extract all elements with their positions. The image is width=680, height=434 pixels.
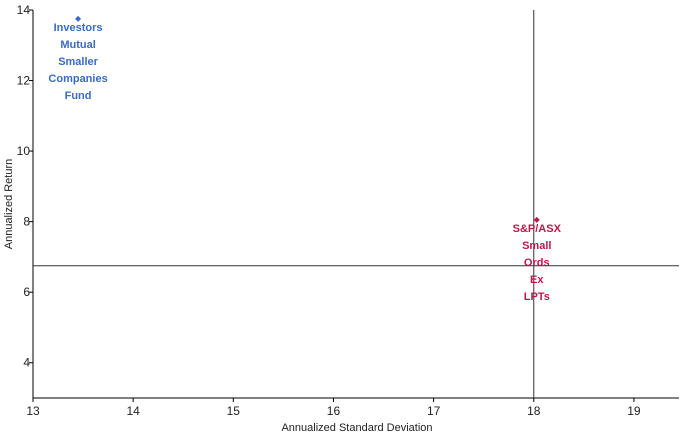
x-axis-title: Annualized Standard Deviation [281, 422, 432, 434]
data-point-label: Investors [54, 22, 103, 34]
reference-lines [33, 10, 679, 398]
data-point-marker [75, 15, 82, 22]
y-axis-title: Annualized Return [3, 159, 15, 250]
x-tick-label: 13 [26, 404, 40, 418]
data-point-label: Fund [65, 90, 92, 102]
y-tick-label: 12 [17, 74, 31, 88]
x-tick-label: 16 [327, 404, 341, 418]
data-point-group: Investors Mutual Smaller Companies Fund [48, 15, 108, 102]
x-tick-label: 18 [527, 404, 541, 418]
plot-area [32, 10, 679, 399]
data-point-label: Small [522, 240, 551, 252]
data-point-label: Ords [524, 257, 550, 269]
data-point-label: LPTs [524, 291, 550, 303]
x-tick-label: 14 [126, 404, 140, 418]
y-tick-label: 10 [17, 144, 31, 158]
axis-ticks: 13 14 15 16 17 18 19 4 6 8 10 12 14 [17, 3, 641, 418]
data-point-group: S&P/ASX Small Ords Ex LPTs [513, 216, 562, 303]
data-point-label: Companies [48, 73, 107, 85]
y-tick-label: 4 [23, 356, 30, 370]
data-point-marker [533, 216, 540, 223]
data-point-label: S&P/ASX [513, 223, 562, 235]
data-points: Investors Mutual Smaller Companies Fund S&P/A… [48, 15, 562, 303]
data-point-label: Ex [530, 274, 544, 286]
x-tick-label: 19 [627, 404, 641, 418]
y-tick-label: 8 [23, 215, 30, 229]
y-tick-label: 14 [17, 3, 31, 17]
data-point-label: Smaller [58, 56, 98, 68]
y-tick-label: 6 [23, 285, 30, 299]
data-point-label: Mutual [60, 39, 95, 51]
x-tick-label: 17 [427, 404, 441, 418]
x-tick-label: 15 [227, 404, 241, 418]
